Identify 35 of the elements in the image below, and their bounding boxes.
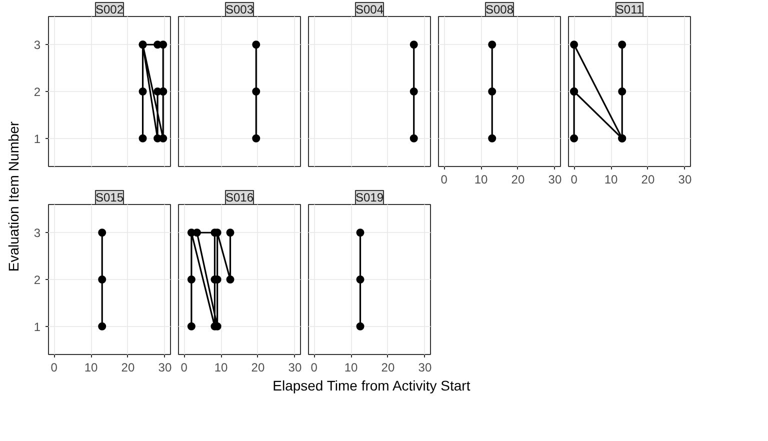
y-tick-label: 3	[34, 226, 41, 240]
x-tick-label: 0	[440, 172, 448, 186]
x-tick-label: 10	[604, 172, 618, 186]
x-tick-label: 10	[474, 172, 488, 186]
x-tick-label: 30	[158, 360, 172, 374]
chart-title: S002	[95, 2, 124, 16]
chart-title: S016	[225, 190, 254, 204]
chart-title: S003	[225, 2, 254, 16]
y-tick-label: 1	[34, 132, 41, 146]
y-tick-label: 2	[34, 85, 41, 99]
chart-title: S011	[616, 2, 644, 16]
x-tick-label: 30	[678, 172, 692, 186]
y-tick-label: 3	[34, 38, 41, 52]
x-tick-label: 0	[310, 360, 318, 374]
x-tick-label: 20	[251, 360, 265, 374]
x-tick-label: 20	[641, 172, 655, 186]
x-tick-label: 20	[121, 360, 135, 374]
x-tick-label: 0	[50, 360, 58, 374]
chart-title: S008	[485, 2, 514, 16]
x-tick-label: 0	[180, 360, 188, 374]
x-axis-title: Elapsed Time from Activity Start	[272, 377, 470, 394]
x-tick-label: 20	[381, 360, 395, 374]
x-tick-label: 10	[84, 360, 98, 374]
chart-title: S015	[95, 190, 124, 204]
y-axis-title: Evaluation Item Number	[6, 121, 22, 272]
y-tick-label: 2	[34, 273, 41, 287]
x-tick-label: 10	[344, 360, 358, 374]
y-tick-label: 1	[34, 320, 41, 334]
chart-title: S019	[355, 190, 384, 204]
x-tick-label: 10	[214, 360, 228, 374]
x-tick-label: 30	[288, 360, 302, 374]
x-tick-label: 30	[548, 172, 562, 186]
x-tick-label: 0	[570, 172, 578, 186]
x-tick-label: 20	[511, 172, 525, 186]
x-tick-label: 30	[418, 360, 432, 374]
